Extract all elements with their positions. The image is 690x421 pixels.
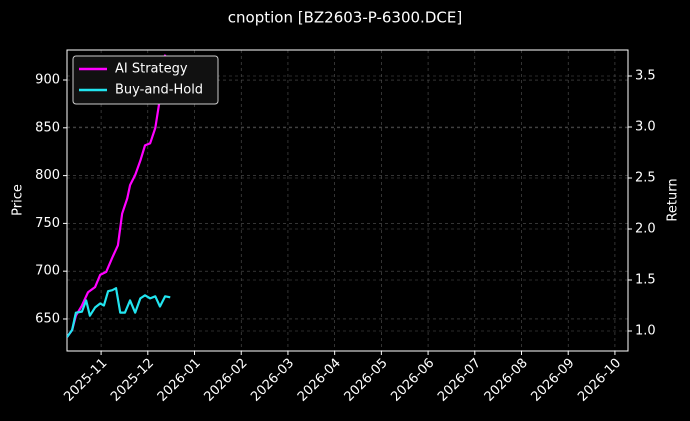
y2-tick-label: 1.0 [635, 324, 656, 339]
y2-tick-label: 2.5 [635, 171, 656, 186]
y-axis-label: Price [11, 184, 26, 216]
y2-axis-label: Return [666, 178, 681, 221]
series-line [67, 287, 171, 338]
legend-label: AI Strategy [115, 62, 188, 77]
series-line [67, 54, 167, 338]
plot-area [67, 54, 171, 338]
plot-frame [66, 49, 629, 352]
chart-title: cnoption [BZ2603-P-6300.DCE] [228, 9, 462, 27]
y2-tick-label: 1.5 [635, 273, 656, 288]
y-tick-label: 800 [35, 168, 60, 183]
y2-tick-label: 3.5 [635, 69, 656, 84]
y2-tick-label: 2.0 [635, 222, 656, 237]
legend-label: Buy-and-Hold [115, 83, 203, 98]
y2-tick-label: 3.0 [635, 120, 656, 135]
y-tick-label: 700 [35, 264, 60, 279]
legend-box [72, 55, 219, 105]
y-tick-label: 850 [35, 120, 60, 135]
y-tick-label: 900 [35, 73, 60, 88]
y-tick-label: 650 [35, 311, 60, 326]
y-tick-label: 750 [35, 216, 60, 231]
